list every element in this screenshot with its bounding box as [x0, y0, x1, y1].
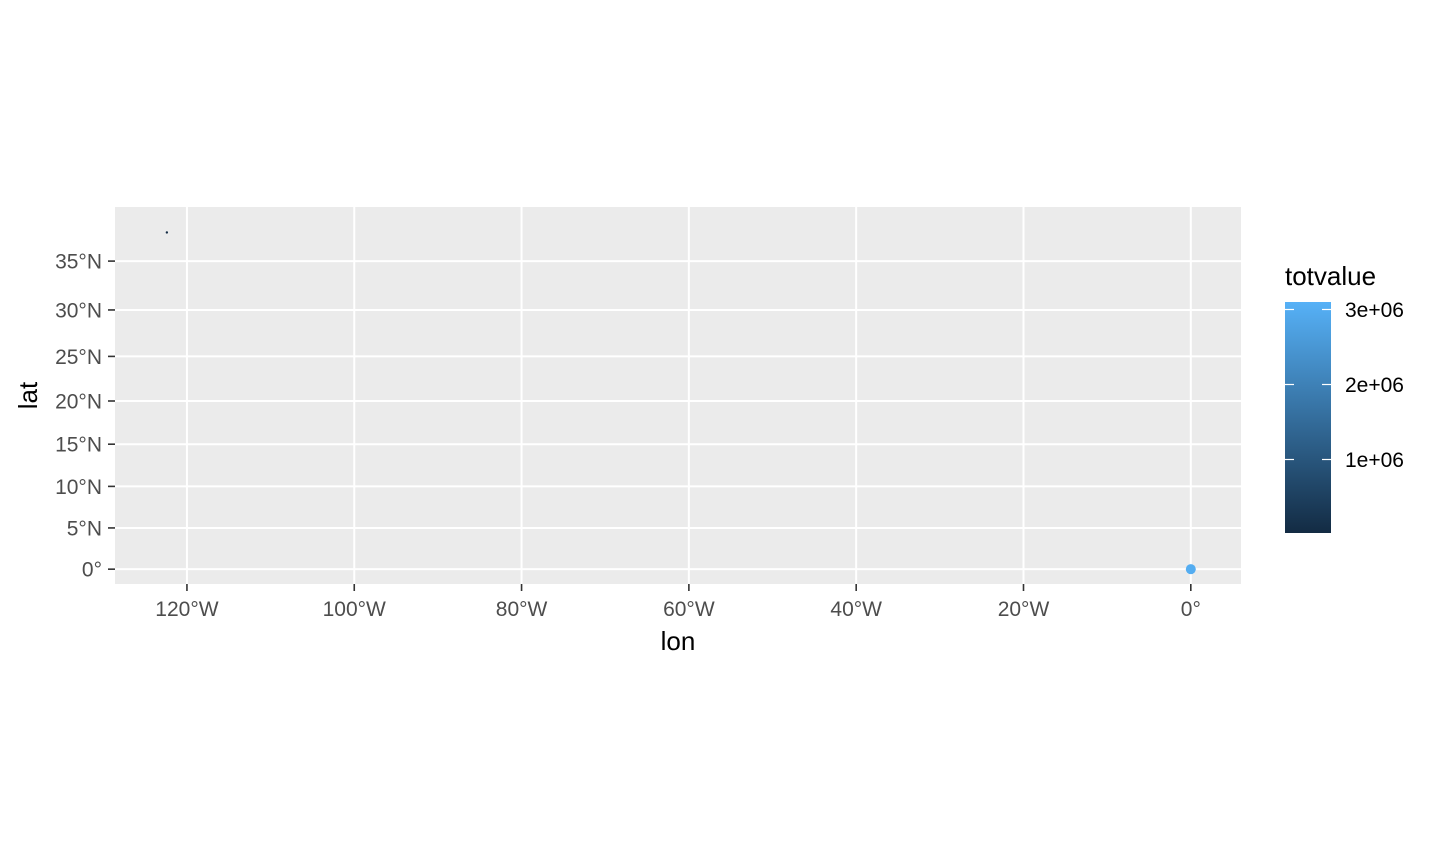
data-point — [1185, 564, 1196, 575]
x-tick-label: 80°W — [496, 598, 548, 621]
y-tick-label: 10°N — [55, 476, 102, 499]
y-tick-label: 35°N — [55, 251, 102, 274]
x-tick-label: 120°W — [155, 598, 218, 621]
y-axis: 0° 5°N 10°N 15°N 20°N 25°N 30°N 35°N — [55, 251, 115, 582]
y-tick-label: 0° — [82, 559, 102, 582]
legend-ticks: 1e+06 2e+06 3e+06 — [1285, 299, 1404, 472]
plot-panel — [115, 207, 1241, 584]
legend-tick-label: 3e+06 — [1345, 299, 1404, 322]
y-axis-title: lat — [13, 381, 43, 409]
color-legend: totvalue 1e+06 2e+06 3e+06 — [1285, 261, 1404, 533]
x-gridlines — [185, 207, 1192, 584]
data-points — [165, 231, 1196, 575]
y-tick-label: 25°N — [55, 346, 102, 369]
y-tick-label: 5°N — [67, 517, 102, 540]
x-tick-label: 40°W — [830, 598, 882, 621]
x-tick-label: 0° — [1181, 598, 1201, 621]
x-axis: 120°W 100°W 80°W 60°W 40°W 20°W 0° — [155, 584, 1201, 621]
y-tick-label: 30°N — [55, 299, 102, 322]
x-tick-label: 20°W — [998, 598, 1050, 621]
x-axis-title: lon — [661, 626, 696, 656]
y-gridlines — [115, 260, 1241, 571]
legend-title: totvalue — [1285, 261, 1376, 291]
y-tick-label: 20°N — [55, 390, 102, 413]
x-tick-label: 60°W — [663, 598, 715, 621]
x-tick-label: 100°W — [323, 598, 386, 621]
legend-tick-label: 1e+06 — [1345, 449, 1404, 472]
legend-tick-label: 2e+06 — [1345, 374, 1404, 397]
y-tick-label: 15°N — [55, 434, 102, 457]
legend-colorbar — [1285, 302, 1331, 533]
data-point — [165, 231, 169, 234]
